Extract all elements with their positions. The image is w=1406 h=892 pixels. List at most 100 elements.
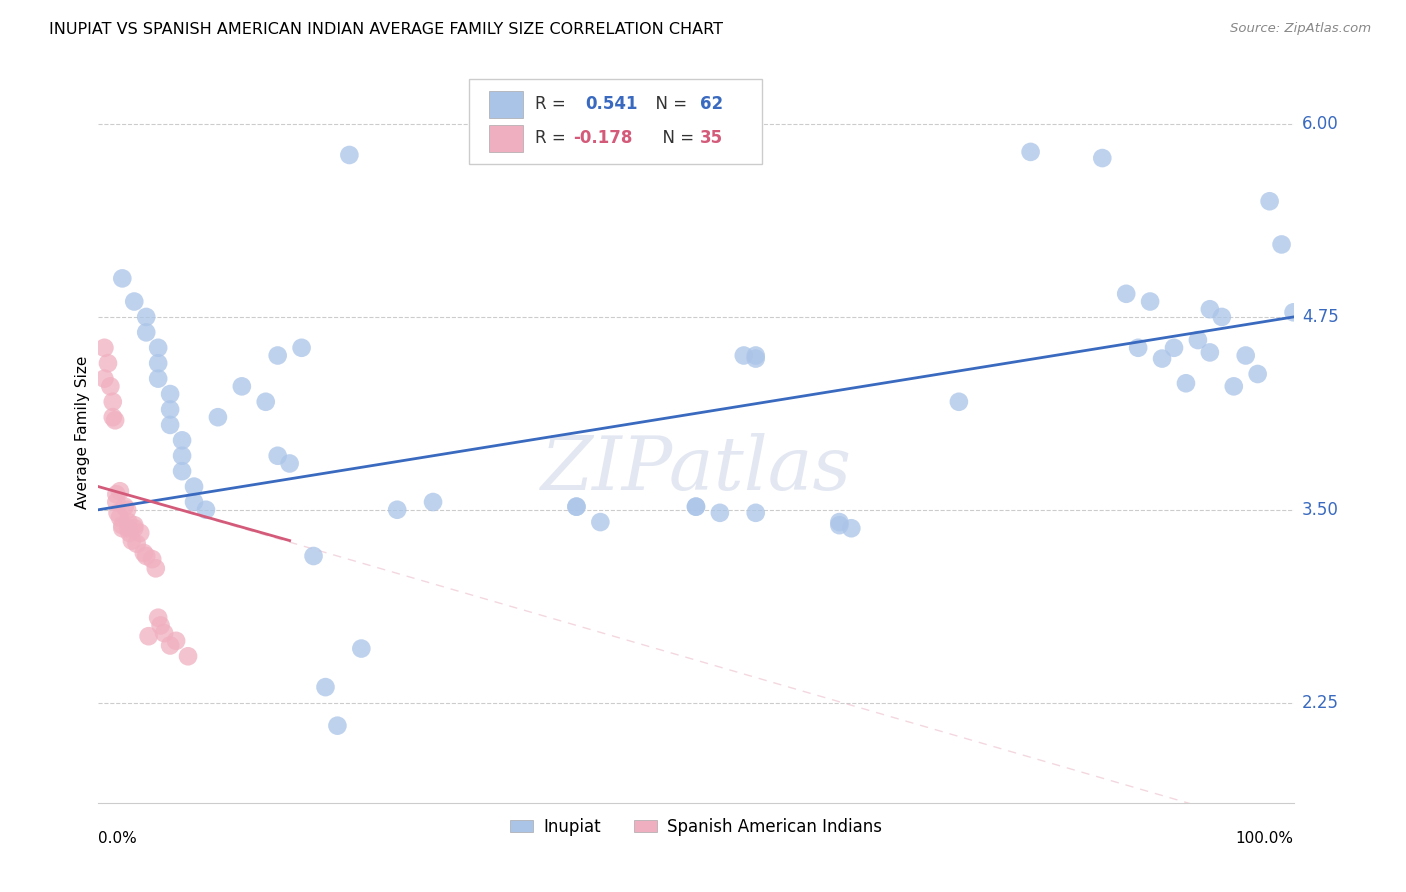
Point [267, 449, 290, 463]
Text: -0.178: -0.178 [572, 129, 633, 147]
Text: 0.0%: 0.0% [98, 830, 138, 846]
Point [121, 533, 143, 548]
Point [1271, 237, 1294, 252]
Text: ZIPatlas: ZIPatlas [540, 434, 852, 506]
Point [148, 341, 170, 355]
Point [733, 349, 755, 363]
Point [745, 506, 768, 520]
Point [1139, 294, 1161, 309]
Point [1199, 345, 1222, 359]
Point [828, 515, 851, 529]
Point [93, 341, 115, 355]
Point [1152, 351, 1174, 366]
Text: R =: R = [534, 95, 571, 113]
Text: 0.541: 0.541 [585, 95, 637, 113]
Point [117, 521, 139, 535]
Point [105, 495, 128, 509]
Point [172, 464, 194, 478]
Text: 35: 35 [700, 129, 723, 147]
Point [149, 618, 172, 632]
Point [107, 506, 129, 520]
Point [98, 379, 122, 393]
Point [1115, 286, 1137, 301]
Point [195, 502, 218, 516]
Point [685, 500, 707, 514]
Point [124, 518, 146, 533]
Point [385, 502, 409, 516]
Point [132, 546, 155, 560]
Legend: Inupiat, Spanish American Indians: Inupiat, Spanish American Indians [503, 811, 889, 843]
Point [93, 371, 115, 385]
Point [302, 549, 325, 563]
Point [207, 410, 229, 425]
Text: 3.50: 3.50 [1302, 500, 1339, 519]
Point [745, 349, 768, 363]
Point [565, 500, 588, 514]
Point [231, 379, 253, 393]
Point [350, 641, 373, 656]
Text: 4.75: 4.75 [1302, 308, 1339, 326]
Point [339, 148, 361, 162]
Point [159, 417, 181, 432]
Point [254, 394, 277, 409]
Point [422, 495, 444, 509]
Point [177, 649, 200, 664]
Text: 6.00: 6.00 [1302, 115, 1339, 133]
Text: Source: ZipAtlas.com: Source: ZipAtlas.com [1230, 22, 1371, 36]
Point [1175, 376, 1198, 391]
Point [1211, 310, 1233, 324]
Point [165, 633, 187, 648]
Point [1091, 151, 1114, 165]
Point [115, 502, 138, 516]
Point [124, 521, 146, 535]
Point [108, 510, 131, 524]
Text: N =: N = [644, 95, 692, 113]
Point [117, 515, 139, 529]
Point [145, 561, 167, 575]
Point [183, 495, 205, 509]
Point [1282, 305, 1305, 319]
Point [114, 500, 136, 514]
Point [841, 521, 863, 535]
Point [141, 552, 163, 566]
Point [104, 413, 127, 427]
Point [148, 371, 170, 385]
Point [159, 639, 181, 653]
Point [1199, 302, 1222, 317]
Text: N =: N = [652, 129, 699, 147]
Point [105, 487, 128, 501]
Point [153, 626, 176, 640]
Point [315, 680, 337, 694]
Point [124, 294, 146, 309]
FancyBboxPatch shape [489, 125, 523, 152]
Point [138, 629, 160, 643]
Point [159, 402, 181, 417]
Point [709, 506, 731, 520]
Point [135, 549, 157, 563]
Point [589, 515, 612, 529]
Point [745, 351, 768, 366]
Point [1258, 194, 1281, 209]
Y-axis label: Average Family Size: Average Family Size [75, 356, 90, 509]
Text: 62: 62 [700, 95, 723, 113]
Text: R =: R = [534, 129, 571, 147]
Point [1247, 367, 1270, 381]
Text: 2.25: 2.25 [1302, 694, 1339, 712]
Point [159, 387, 181, 401]
Point [97, 356, 120, 370]
Point [1163, 341, 1185, 355]
Point [565, 500, 588, 514]
Point [125, 537, 148, 551]
Point [111, 271, 134, 285]
Point [326, 719, 349, 733]
FancyBboxPatch shape [489, 91, 523, 118]
Point [1128, 341, 1150, 355]
Point [267, 349, 290, 363]
Point [1234, 349, 1257, 363]
Point [172, 449, 194, 463]
Point [135, 310, 157, 324]
Point [1019, 145, 1042, 159]
Point [1187, 333, 1209, 347]
Point [183, 480, 205, 494]
FancyBboxPatch shape [470, 78, 762, 164]
